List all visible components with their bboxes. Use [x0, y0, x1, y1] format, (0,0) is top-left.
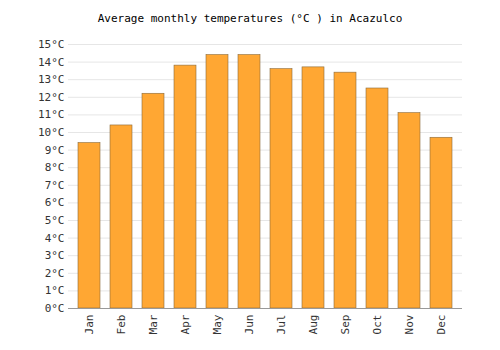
svg-text:4°C: 4°C [45, 232, 65, 245]
svg-text:15°C: 15°C [38, 38, 65, 51]
svg-text:0°C: 0°C [45, 302, 65, 315]
svg-text:May: May [211, 314, 224, 334]
svg-text:Mar: Mar [147, 314, 160, 334]
svg-text:Sep: Sep [339, 315, 352, 335]
svg-text:Apr: Apr [179, 314, 192, 334]
svg-text:1°C: 1°C [45, 284, 65, 297]
svg-text:Dec: Dec [435, 315, 448, 335]
svg-text:Jul: Jul [275, 315, 288, 335]
svg-text:2°C: 2°C [45, 267, 65, 280]
svg-text:5°C: 5°C [45, 214, 65, 227]
svg-text:6°C: 6°C [45, 196, 65, 209]
svg-text:Aug: Aug [307, 315, 320, 335]
svg-text:12°C: 12°C [38, 91, 65, 104]
svg-text:Feb: Feb [115, 315, 128, 335]
svg-text:Oct: Oct [371, 315, 384, 335]
svg-text:7°C: 7°C [45, 179, 65, 192]
svg-text:14°C: 14°C [38, 56, 65, 69]
svg-text:10°C: 10°C [38, 126, 65, 139]
svg-text:Nov: Nov [403, 314, 416, 334]
svg-text:11°C: 11°C [38, 108, 65, 121]
svg-text:Jan: Jan [83, 315, 96, 335]
html-text:Average monthly temperatures (: Average monthly temperatures (°C ) in Ac… [97, 12, 403, 25]
svg-text:3°C: 3°C [45, 249, 65, 262]
svg-text:13°C: 13°C [38, 73, 65, 86]
svg-text:8°C: 8°C [45, 161, 65, 174]
svg-text:Jun: Jun [243, 315, 256, 335]
svg-text:9°C: 9°C [45, 144, 65, 157]
